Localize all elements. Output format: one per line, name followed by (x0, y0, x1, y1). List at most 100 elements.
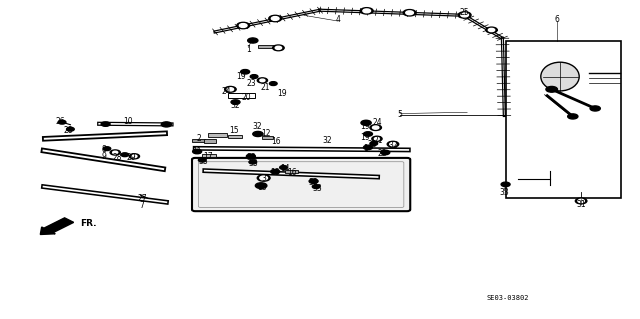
Circle shape (275, 46, 282, 49)
Bar (208, 133, 227, 137)
Bar (257, 45, 274, 48)
Circle shape (280, 166, 287, 169)
Circle shape (249, 160, 257, 164)
Circle shape (271, 17, 279, 20)
Text: 13: 13 (257, 183, 267, 192)
Circle shape (271, 169, 280, 174)
Circle shape (110, 150, 120, 155)
Circle shape (312, 185, 320, 189)
Text: 19: 19 (360, 122, 370, 130)
Circle shape (309, 179, 318, 183)
Text: 3: 3 (261, 174, 266, 183)
Circle shape (488, 28, 495, 32)
Text: 5: 5 (397, 110, 403, 119)
Circle shape (458, 12, 471, 18)
Circle shape (113, 151, 118, 154)
FancyArrow shape (40, 218, 74, 234)
Circle shape (67, 127, 74, 131)
Bar (262, 136, 273, 139)
Text: 19: 19 (360, 133, 370, 142)
Bar (228, 93, 255, 98)
Circle shape (257, 78, 268, 83)
Text: 20: 20 (241, 93, 252, 102)
Circle shape (387, 141, 399, 147)
Circle shape (269, 15, 282, 22)
Circle shape (132, 155, 137, 158)
Text: 21: 21 (374, 136, 383, 145)
Circle shape (273, 45, 284, 51)
Circle shape (248, 38, 258, 43)
Circle shape (198, 158, 206, 162)
Text: 33: 33 (499, 188, 509, 197)
Circle shape (257, 175, 270, 181)
Circle shape (227, 88, 234, 91)
Bar (204, 139, 216, 143)
Text: FR.: FR. (80, 219, 97, 228)
Circle shape (578, 199, 584, 203)
Circle shape (161, 122, 172, 127)
Circle shape (360, 8, 373, 14)
Text: 26: 26 (56, 117, 66, 126)
Circle shape (255, 183, 267, 189)
Circle shape (501, 182, 510, 187)
Circle shape (237, 22, 250, 29)
Bar (202, 154, 216, 157)
FancyBboxPatch shape (198, 162, 404, 207)
Text: 9: 9 (102, 152, 107, 161)
Circle shape (364, 132, 372, 136)
Circle shape (269, 82, 277, 85)
Circle shape (225, 86, 236, 92)
Circle shape (590, 106, 600, 111)
Text: 32: 32 (323, 136, 333, 145)
Text: 24: 24 (221, 87, 232, 96)
Circle shape (250, 75, 258, 78)
Text: 16: 16 (287, 168, 297, 177)
Text: 15: 15 (228, 126, 239, 135)
Circle shape (193, 149, 202, 154)
Circle shape (374, 137, 380, 140)
Text: 18: 18 (271, 168, 280, 177)
Text: 29: 29 (126, 153, 136, 162)
Circle shape (58, 120, 66, 124)
Circle shape (546, 86, 557, 92)
Circle shape (239, 24, 247, 27)
Circle shape (370, 125, 381, 130)
Circle shape (253, 131, 263, 137)
Circle shape (361, 120, 371, 125)
Text: 24: 24 (372, 118, 383, 127)
Text: 19: 19 (276, 89, 287, 98)
Text: 21: 21 (261, 83, 270, 92)
Text: 23: 23 (246, 79, 257, 88)
Text: 30: 30 (246, 153, 257, 162)
Circle shape (370, 142, 378, 145)
Circle shape (403, 10, 416, 16)
Circle shape (372, 126, 379, 129)
Text: 11: 11 (193, 147, 202, 156)
Text: 25: 25 (460, 8, 470, 17)
FancyBboxPatch shape (192, 158, 410, 211)
Circle shape (363, 9, 371, 13)
Text: 33: 33 (312, 184, 322, 193)
Text: 23: 23 (367, 140, 377, 149)
Circle shape (101, 122, 110, 126)
Circle shape (121, 153, 129, 157)
Text: 33: 33 (248, 159, 259, 168)
Circle shape (568, 114, 578, 119)
Circle shape (231, 100, 240, 104)
Text: 6: 6 (554, 15, 559, 24)
Text: 12: 12 (261, 130, 270, 138)
Text: 27: 27 (137, 194, 147, 203)
Circle shape (241, 70, 250, 74)
Bar (228, 135, 242, 138)
Text: 19: 19 (236, 72, 246, 81)
Text: 8: 8 (102, 145, 107, 154)
Text: 2: 2 (196, 134, 201, 143)
Circle shape (260, 176, 268, 180)
Circle shape (246, 154, 255, 159)
Text: 32: 32 (230, 101, 240, 110)
Ellipse shape (541, 62, 579, 91)
Text: 16: 16 (271, 137, 282, 146)
Circle shape (406, 11, 413, 15)
Circle shape (486, 27, 497, 33)
Bar (285, 170, 298, 173)
